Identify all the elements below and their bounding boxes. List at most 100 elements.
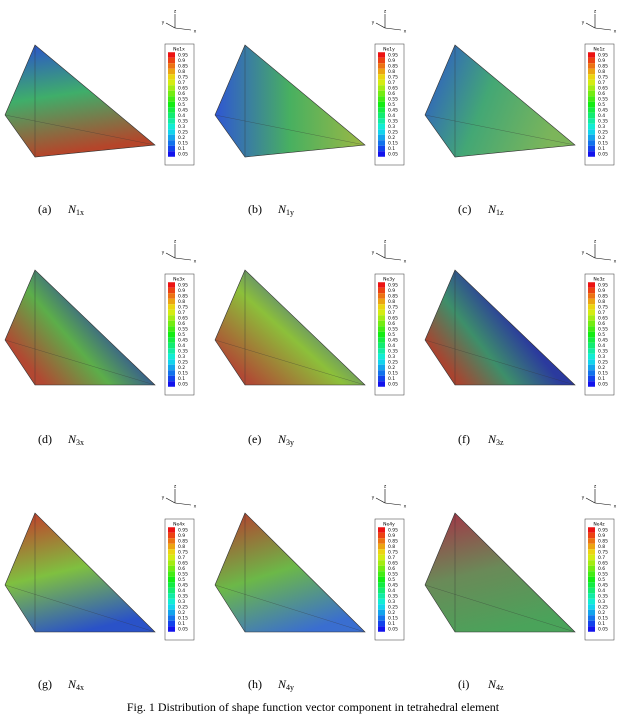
legend-swatch: [168, 96, 175, 102]
axis-y: [165, 497, 176, 504]
legend-label: 0.8: [598, 544, 605, 550]
legend-label: 0.95: [598, 53, 608, 59]
legend-label: 0.85: [598, 64, 608, 70]
legend-label: 0.75: [598, 75, 608, 81]
legend-label: 0.95: [178, 283, 188, 289]
axis-label: z: [594, 240, 597, 245]
axis-x: [594, 502, 612, 506]
legend-swatch: [588, 359, 595, 365]
legend-label: 0.3: [388, 124, 395, 130]
axis-label: x: [194, 30, 197, 35]
legend-label: 0.45: [598, 583, 608, 589]
legend-swatch: [378, 620, 385, 627]
legend-swatch: [588, 287, 595, 294]
subscript: 4y: [286, 683, 294, 692]
legend-swatch: [168, 626, 175, 632]
legend-label: 0.9: [388, 288, 395, 294]
tetrahedron: [214, 44, 366, 158]
axis-label: y: [372, 21, 375, 26]
legend-label: 0.85: [388, 539, 398, 545]
legend-title: Ne1x: [173, 47, 185, 53]
symbol: N: [487, 677, 497, 691]
legend-label: 0.3: [388, 354, 395, 360]
axis-label: z: [594, 485, 597, 490]
legend-swatch: [588, 123, 595, 130]
legend-swatch: [588, 101, 595, 108]
legend-swatch: [168, 331, 175, 338]
legend-label: 0.95: [598, 283, 608, 289]
axis-y: [585, 22, 596, 29]
legend-label: 0.2: [598, 135, 605, 141]
legend-label: 0.65: [178, 316, 188, 322]
legend-label: 0.65: [598, 86, 608, 92]
hidden-edge: [214, 584, 366, 633]
legend-label: 0.75: [598, 550, 608, 556]
tetrahedron: [4, 44, 156, 158]
legend-label: 0.4: [388, 343, 395, 349]
legend-swatch: [378, 598, 385, 605]
legend-swatch: [378, 348, 385, 354]
legend-label: 0.05: [598, 152, 608, 158]
legend-swatch: [588, 293, 595, 299]
legend-swatch: [168, 353, 175, 360]
legend-label: 0.55: [388, 327, 398, 333]
legend-label: 0.65: [388, 86, 398, 92]
axis-x: [384, 257, 402, 261]
legend-label: 0.4: [178, 113, 185, 119]
legend-swatch: [378, 331, 385, 338]
legend-label: 0.45: [388, 583, 398, 589]
legend-label: 0.65: [388, 561, 398, 567]
tetrahedron: [424, 44, 576, 158]
legend-swatch: [588, 370, 595, 376]
figure-caption: Fig. 1 Distribution of shape function ve…: [127, 700, 500, 714]
legend-label: 0.45: [388, 338, 398, 344]
legend-label: 0.55: [178, 327, 188, 333]
panel: zyxNe3y0.950.90.850.80.750.70.650.60.550…: [214, 240, 407, 447]
panel-symbol: N1z: [487, 202, 504, 217]
legend-title: Ne1z: [593, 47, 605, 53]
axis-y: [585, 497, 596, 504]
legend-swatch: [588, 74, 595, 80]
legend-swatch: [378, 90, 385, 97]
legend-label: 0.3: [598, 599, 605, 605]
legend-swatch: [378, 57, 385, 64]
panel: zyxNe4y0.950.90.850.80.750.70.650.60.550…: [214, 485, 407, 692]
panel-symbol: N1x: [67, 202, 84, 217]
legend-swatch: [378, 543, 385, 550]
axis-y: [375, 252, 386, 259]
legend-swatch: [588, 134, 595, 141]
legend-label: 0.7: [178, 310, 185, 316]
legend-label: 0.65: [178, 86, 188, 92]
legend-label: 0.8: [178, 69, 185, 75]
tetrahedron: [214, 269, 366, 386]
hidden-edge: [4, 584, 156, 633]
legend-swatch: [168, 560, 175, 566]
legend-swatch: [168, 620, 175, 627]
legend-swatch: [588, 140, 595, 146]
subscript: 1x: [76, 208, 84, 217]
legend-label: 0.9: [388, 533, 395, 539]
legend-swatch: [168, 565, 175, 572]
symbol: N: [277, 432, 287, 446]
hidden-edge: [214, 114, 366, 146]
symbol: N: [67, 677, 77, 691]
legend-label: 0.8: [388, 69, 395, 75]
legend-swatch: [588, 527, 595, 533]
panel-symbol: N3z: [487, 432, 504, 447]
legend-swatch: [378, 101, 385, 108]
legend-label: 0.25: [598, 360, 608, 366]
panel: zyxNe3x0.950.90.850.80.750.70.650.60.550…: [4, 240, 197, 447]
subscript: 4z: [496, 683, 504, 692]
legend-label: 0.9: [388, 58, 395, 64]
legend-label: 0.85: [178, 64, 188, 70]
panel: zyxNe1y0.950.90.850.80.750.70.650.60.550…: [214, 10, 407, 217]
legend-label: 0.15: [388, 616, 398, 622]
legend-label: 0.55: [388, 97, 398, 103]
legend-swatch: [168, 571, 175, 577]
axis-label: y: [582, 496, 585, 501]
legend-swatch: [588, 112, 595, 119]
legend-swatch: [588, 107, 595, 113]
legend-swatch: [378, 123, 385, 130]
legend-swatch: [588, 348, 595, 354]
legend-swatch: [588, 85, 595, 91]
